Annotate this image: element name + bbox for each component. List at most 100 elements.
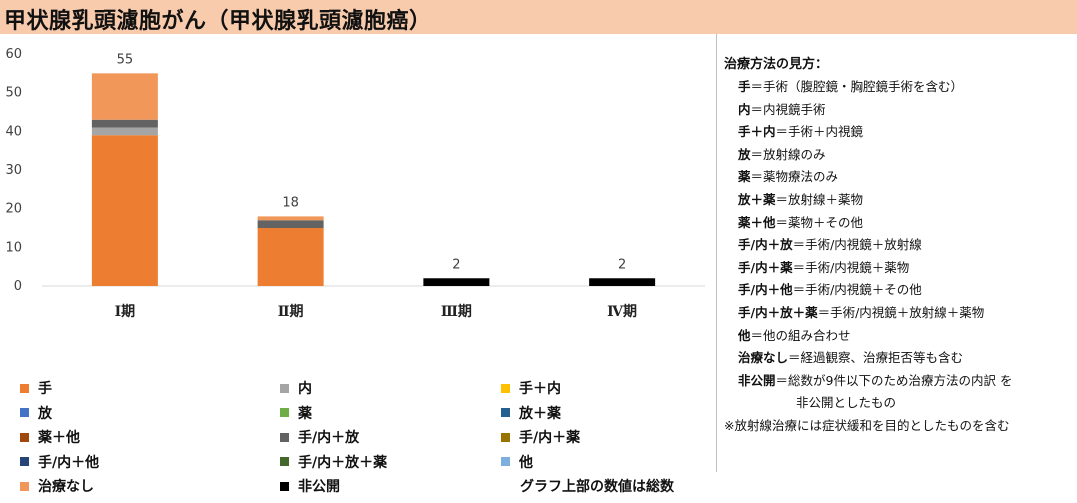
legend-item: 薬	[280, 403, 312, 423]
y-tick-label: 20	[5, 202, 22, 217]
x-tick-label: Ⅱ期	[278, 304, 304, 320]
explanation-continuation: 非公開としたもの	[796, 395, 897, 411]
explanation-key: 放	[738, 146, 751, 162]
explanation-row: 非公開＝総数が9件以下のため治療方法の内訳 を	[724, 370, 1074, 393]
y-tick-label: 30	[5, 163, 22, 178]
explanation-row: 薬＋他＝薬物＋その他	[724, 212, 1074, 235]
stacked-bar-chart: 0 10 20 30 40 50 60 55 Ⅰ期 18 Ⅱ期 2 Ⅲ期 2 Ⅳ期	[5, 47, 705, 320]
explanation-key: 手/内＋他	[738, 282, 793, 298]
explanation-text: ＝放射線のみ	[750, 146, 826, 162]
bar-segment	[91, 73, 158, 120]
legend-item: 手＋内	[501, 378, 561, 398]
bar-total-label: 2	[618, 257, 626, 272]
explanation-text: ＝薬物療法のみ	[750, 169, 839, 185]
legend-swatch	[501, 432, 510, 442]
explanation-row: 手/内＋他＝手術/内視鏡＋その他	[724, 279, 1074, 302]
legend-label: 手/内＋放＋薬	[298, 454, 388, 471]
explanation-key: 手/内＋薬	[738, 259, 793, 275]
title-bar: 甲状腺乳頭濾胞がん（甲状腺乳頭濾胞癌）	[0, 0, 1077, 34]
explanation-row: 放＝放射線のみ	[724, 144, 1074, 167]
legend-item: 薬＋他	[20, 427, 80, 447]
legend-swatch	[20, 457, 29, 466]
explanation-text: ＝手術（腹腔鏡・胸腔鏡手術を含む）	[750, 79, 964, 94]
legend-swatch	[20, 481, 29, 491]
legend-item: 放＋薬	[501, 403, 561, 423]
explanation-row: 治療なし＝経過観察、治療拒否等も含む	[724, 347, 1074, 370]
explanation-key: 手＋内	[738, 124, 776, 140]
legend-swatch	[280, 383, 289, 393]
explanation-row: 放＋薬＝放射線＋薬物	[724, 189, 1074, 212]
legend-label: 手＋内	[519, 381, 561, 397]
legend-swatch	[501, 457, 510, 466]
x-tick-label: Ⅳ期	[607, 304, 637, 320]
explanation-key: 治療なし	[738, 350, 789, 366]
explanation-footnote: ※放射線治療には症状緩和を目的としたものを含む	[724, 417, 1010, 433]
legend-item: 手/内＋放＋薬	[280, 452, 387, 472]
explanation-rows: 手＝手術（腹腔鏡・胸腔鏡手術を含む） 内＝内視鏡手術 手＋内＝手術＋内視鏡 放＝放射線…	[724, 76, 1074, 392]
explanation-row: 手/内＋薬＝手術/内視鏡＋薬物	[724, 257, 1074, 280]
explanation-row: 薬＝薬物療法のみ	[724, 166, 1074, 189]
x-tick-label: Ⅲ期	[441, 304, 472, 320]
chart-area: 0 10 20 30 40 50 60 55 Ⅰ期 18 Ⅱ期 2 Ⅲ期 2 Ⅳ期 グラフ上部の数値は総数 …	[0, 34, 715, 495]
explanation-key: 他	[738, 327, 751, 343]
y-tick-label: 40	[5, 124, 22, 139]
legend-item: 手/内＋放	[280, 427, 359, 447]
legend-label: 内	[298, 381, 312, 397]
bar-segment	[589, 278, 656, 286]
explanation-text: ＝総数が9件以下のため治療方法の内訳 を	[775, 372, 1013, 388]
explanation-text: ＝薬物＋その他	[775, 214, 864, 230]
explanation-key: 非公開	[738, 372, 776, 388]
explanation-text: ＝手術＋内視鏡	[775, 124, 864, 140]
legend-label: 放	[38, 405, 52, 422]
legend-swatch	[280, 408, 289, 417]
bar-segment	[257, 220, 324, 228]
legend-label: 手	[38, 381, 52, 397]
explanation-row: 手＝手術（腹腔鏡・胸腔鏡手術を含む）	[724, 76, 1074, 99]
y-tick-label: 0	[14, 279, 22, 294]
legend-item: 治療なし	[20, 476, 94, 496]
legend-label: 手/内＋放	[298, 430, 360, 446]
bar-total-label: 18	[282, 195, 299, 210]
legend-label: 治療なし	[38, 479, 94, 495]
y-tick-label: 60	[5, 47, 22, 62]
bar-segment	[423, 278, 490, 286]
panel-divider	[716, 34, 717, 472]
explanation-key: 内	[738, 101, 751, 117]
legend-item: 手	[20, 378, 52, 398]
bar-segment	[91, 119, 158, 128]
y-tick-label: 50	[5, 86, 22, 101]
legend-label: 薬＋他	[38, 430, 80, 446]
explanation-text: ＝他の組み合わせ	[750, 327, 851, 343]
y-tick-label: 10	[5, 240, 22, 255]
explanation-key: 放＋薬	[738, 191, 776, 207]
explanation-row: 内＝内視鏡手術	[724, 99, 1074, 122]
legend-label: 手/内＋他	[38, 454, 100, 471]
legend-item: 他	[501, 452, 533, 472]
bar-segment	[257, 216, 324, 221]
legend-label: 放＋薬	[519, 405, 561, 422]
legend-swatch	[501, 383, 510, 393]
bar-segment	[257, 228, 324, 286]
explanation-text: ＝経過観察、治療拒否等も含む	[788, 350, 964, 366]
legend-swatch	[20, 408, 29, 417]
legend-swatch	[501, 408, 510, 417]
legend-swatch	[280, 457, 289, 466]
legend-item: 手/内＋薬	[501, 427, 580, 447]
explanation-text: ＝手術/内視鏡＋薬物	[792, 259, 910, 275]
explanation-row: 手＋内＝手術＋内視鏡	[724, 121, 1074, 144]
treatment-explanation: 治療方法の見方： 手＝手術（腹腔鏡・胸腔鏡手術を含む） 内＝内視鏡手術 手＋内＝手術…	[724, 54, 1074, 437]
explanation-key: 手/内＋放＋薬	[738, 304, 818, 320]
legend-swatch	[280, 432, 289, 442]
legend-swatch	[280, 481, 289, 491]
explanation-text: ＝放射線＋薬物	[775, 191, 864, 207]
explanation-text: ＝手術/内視鏡＋その他	[792, 282, 922, 298]
x-tick-label: Ⅰ期	[115, 304, 136, 320]
legend-label: 他	[519, 454, 533, 471]
explanation-row: 手/内＋放＝手術/内視鏡＋放射線	[724, 234, 1074, 257]
chart-legend: グラフ上部の数値は総数 手 内 手＋内放 薬 放＋薬 薬＋他 手/内＋放 手/内＋薬 手/内＋他…	[20, 378, 710, 503]
legend-item: 放	[20, 403, 52, 423]
legend-item: 手/内＋他	[20, 452, 99, 472]
explanation-text: ＝手術/内視鏡＋放射線＋薬物	[817, 304, 985, 320]
legend-label: 薬	[298, 405, 312, 422]
explanation-text: ＝手術/内視鏡＋放射線	[792, 237, 922, 253]
